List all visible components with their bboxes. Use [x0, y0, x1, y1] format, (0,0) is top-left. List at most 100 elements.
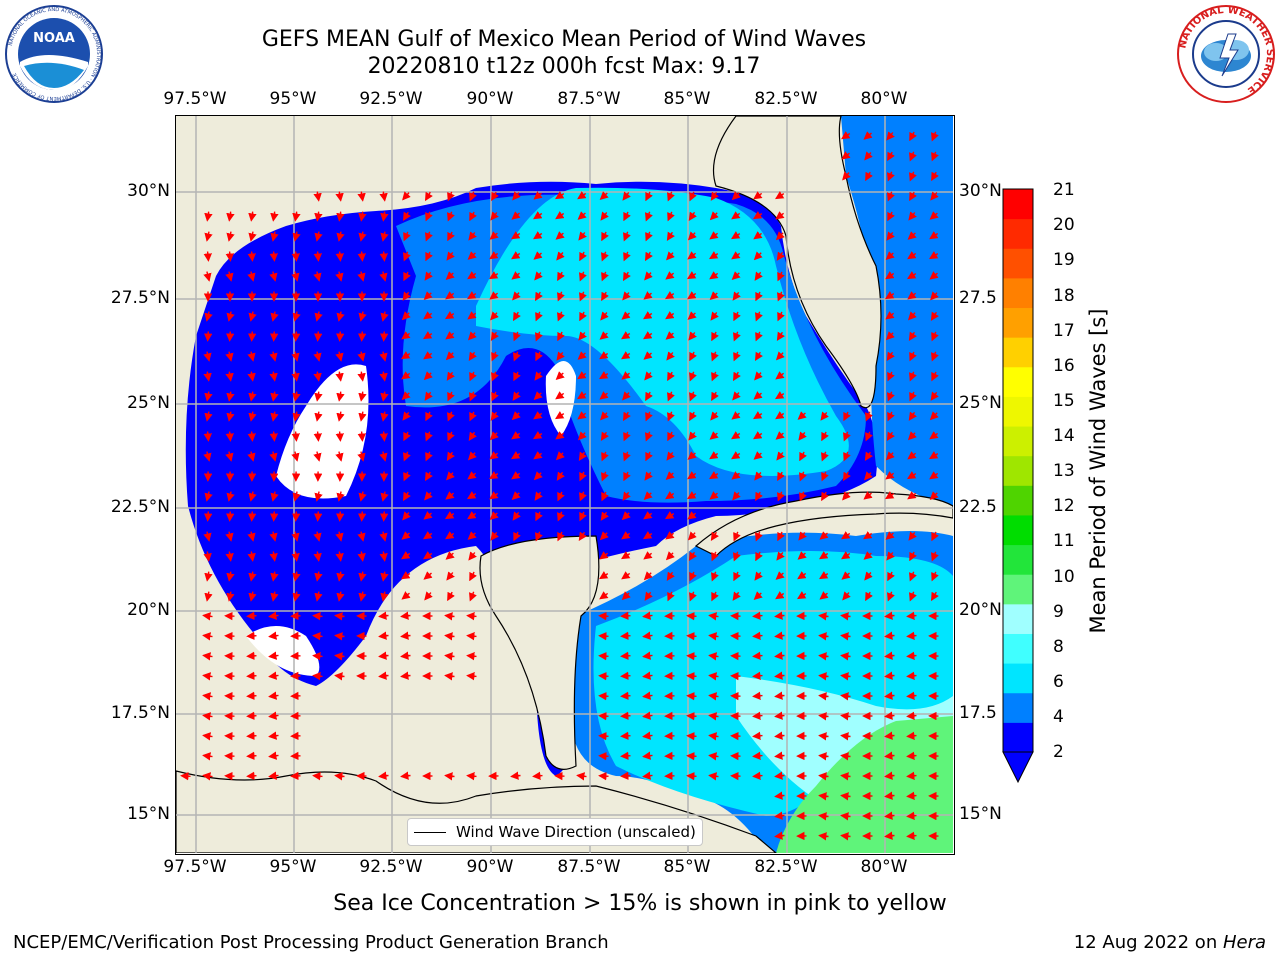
wind-direction-arrow	[929, 231, 939, 240]
wind-direction-arrow	[225, 251, 234, 262]
wind-direction-arrow	[708, 752, 719, 761]
wind-direction-arrow	[753, 451, 763, 460]
wind-direction-arrow	[709, 451, 719, 460]
wind-direction-arrow	[269, 531, 278, 542]
wind-direction-arrow	[270, 311, 279, 322]
wind-direction-arrow	[466, 612, 477, 621]
lon-label-top: 87.5°W	[557, 89, 621, 109]
wind-direction-arrow	[424, 271, 433, 281]
colorbar-segment	[1003, 189, 1033, 220]
wind-direction-arrow	[887, 571, 895, 582]
wind-direction-arrow	[818, 692, 829, 701]
wind-direction-arrow	[204, 571, 213, 582]
wind-direction-arrow	[248, 231, 257, 242]
wind-direction-arrow	[513, 531, 521, 542]
wind-direction-arrow	[400, 611, 411, 620]
wind-direction-arrow	[445, 291, 455, 300]
wind-direction-arrow	[335, 191, 344, 202]
wind-direction-arrow	[424, 191, 433, 202]
wind-direction-arrow	[620, 631, 631, 641]
wind-direction-arrow	[247, 511, 257, 522]
wind-direction-arrow	[292, 571, 301, 582]
wind-direction-arrow	[775, 371, 785, 380]
wind-direction-arrow	[467, 451, 477, 461]
wind-direction-arrow	[445, 511, 455, 520]
wind-direction-arrow	[710, 311, 719, 321]
wind-direction-arrow	[534, 491, 543, 501]
wind-direction-arrow	[466, 772, 477, 781]
wind-direction-arrow	[380, 491, 389, 502]
wind-direction-arrow	[357, 531, 366, 542]
wind-direction-arrow	[334, 612, 345, 621]
wind-direction-arrow	[577, 431, 587, 441]
wind-direction-arrow	[884, 811, 895, 820]
wind-direction-arrow	[775, 591, 785, 600]
wind-direction-arrow	[291, 551, 300, 562]
wind-direction-arrow	[423, 511, 433, 520]
wind-direction-arrow	[929, 491, 939, 501]
wind-direction-arrow	[776, 251, 785, 261]
wind-direction-arrow	[291, 511, 301, 522]
wind-direction-arrow	[689, 591, 697, 602]
wind-direction-arrow	[841, 531, 851, 540]
wind-direction-arrow	[842, 491, 851, 501]
wind-direction-arrow	[777, 491, 785, 502]
colorbar-tick: 6	[1053, 672, 1064, 692]
wind-direction-arrow	[225, 431, 234, 442]
wind-direction-arrow	[579, 271, 587, 282]
wind-direction-arrow	[489, 231, 499, 240]
wind-direction-arrow	[270, 391, 279, 402]
wind-direction-arrow	[885, 471, 895, 480]
wind-direction-arrow	[358, 211, 367, 222]
wind-direction-arrow	[841, 571, 851, 580]
sea-ice-note: Sea Ice Concentration > 15% is shown in …	[0, 891, 1280, 916]
wind-direction-arrow	[225, 451, 234, 462]
wind-direction-arrow	[689, 571, 697, 582]
wind-direction-arrow	[467, 311, 477, 320]
wind-direction-arrow	[930, 191, 939, 201]
wind-direction-arrow	[203, 371, 212, 382]
wind-direction-arrow	[711, 551, 719, 562]
wind-direction-arrow	[246, 651, 257, 661]
wind-direction-arrow	[556, 471, 565, 481]
lat-label-right: 25°N	[959, 393, 1002, 413]
colorbar-segment	[1003, 277, 1033, 309]
wind-direction-arrow	[818, 772, 829, 781]
wind-direction-arrow	[930, 591, 939, 602]
wind-direction-arrow	[667, 431, 675, 442]
wind-direction-arrow	[380, 211, 389, 222]
wind-direction-arrow	[753, 251, 763, 261]
wind-direction-arrow	[774, 671, 785, 680]
lat-label-left: 27.5°N	[110, 288, 170, 308]
wind-direction-arrow	[269, 451, 278, 462]
colorbar-tick: 17	[1053, 321, 1075, 341]
wind-direction-arrow	[357, 451, 366, 462]
wind-direction-arrow	[380, 311, 389, 322]
wind-direction-arrow	[622, 271, 631, 282]
colorbar-tick: 21	[1053, 180, 1075, 200]
wind-direction-arrow	[226, 391, 235, 402]
wind-direction-arrow	[907, 231, 917, 240]
wind-direction-arrow	[733, 551, 741, 562]
wind-direction-arrow	[600, 311, 609, 321]
wind-direction-arrow	[775, 211, 785, 220]
lat-label-left: 20°N	[127, 600, 170, 620]
wind-direction-arrow	[732, 391, 741, 401]
wind-direction-arrow	[622, 391, 631, 401]
wind-direction-arrow	[401, 571, 411, 580]
wind-direction-arrow	[555, 211, 565, 220]
wind-direction-arrow	[906, 831, 917, 840]
wind-direction-arrow	[601, 291, 609, 302]
wind-direction-arrow	[247, 451, 256, 462]
wind-direction-arrow	[731, 411, 741, 420]
wind-direction-arrow	[643, 291, 653, 300]
wind-direction-arrow	[269, 551, 278, 562]
wind-direction-arrow	[270, 211, 279, 222]
wind-direction-arrow	[202, 772, 213, 781]
wind-direction-arrow	[403, 431, 411, 442]
wind-direction-arrow	[884, 631, 895, 640]
colorbar-segment	[1003, 396, 1033, 427]
colorbar-tick: 19	[1053, 250, 1075, 270]
wind-direction-arrow	[711, 571, 719, 582]
wind-direction-arrow	[226, 231, 235, 242]
